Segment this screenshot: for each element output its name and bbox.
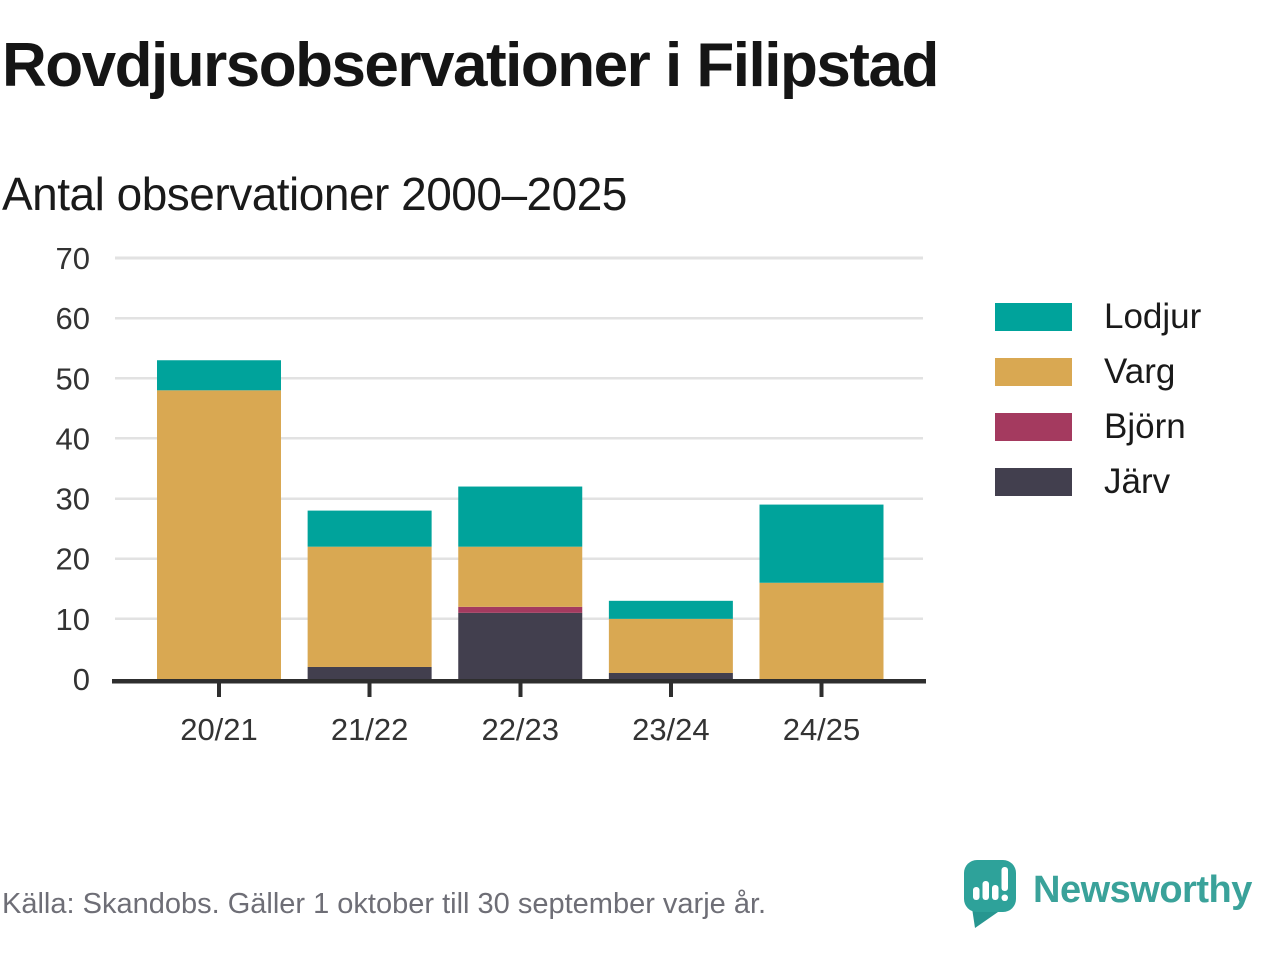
bar-segment-2122-varg xyxy=(307,546,432,667)
y-tick-label-0: 0 xyxy=(73,662,90,697)
bar-segment-2122-jarv xyxy=(307,666,432,679)
logo-bar-1 xyxy=(973,887,980,900)
y-tick-label-60: 60 xyxy=(56,301,90,336)
logo-bar-3 xyxy=(992,885,999,900)
legend-swatch-jarv xyxy=(995,468,1072,496)
legend-item-lodjur: Lodjur xyxy=(995,297,1202,336)
bar-segment-2324-lodjur xyxy=(608,600,733,619)
bar-segment-2122-lodjur xyxy=(307,510,432,547)
bar-segment-2021-lodjur xyxy=(157,360,281,391)
bar-segment-2223-lodjur xyxy=(458,486,583,547)
legend-label-jarv: Järv xyxy=(1104,462,1171,501)
legend-swatch-bjorn xyxy=(995,413,1072,441)
x-tick-label-2122: 21/22 xyxy=(331,712,409,747)
x-tick-label-2324: 23/24 xyxy=(632,712,710,747)
y-tick-label-40: 40 xyxy=(56,421,90,456)
logo-exclamation-stem xyxy=(1001,867,1008,891)
x-tick-label-2223: 22/23 xyxy=(481,712,559,747)
legend-item-varg: Varg xyxy=(995,352,1201,391)
y-tick-label-30: 30 xyxy=(56,482,90,517)
y-tick-label-10: 10 xyxy=(56,602,90,637)
legend-item-bjorn: Björn xyxy=(995,407,1201,446)
logo-bubble-tail xyxy=(972,908,998,928)
bar-segment-2223-bjorn xyxy=(458,606,583,613)
legend-swatch-lodjur xyxy=(995,303,1072,331)
legend-label-lodjur: Lodjur xyxy=(1104,297,1202,336)
bar-segment-2223-varg xyxy=(458,546,583,607)
chart-title: Rovdjursobservationer i Filipstad xyxy=(2,31,939,100)
y-tick-label-50: 50 xyxy=(56,361,90,396)
x-tick-label-2021: 20/21 xyxy=(180,712,258,747)
legend-label-varg: Varg xyxy=(1104,352,1176,391)
legend: Lodjur Varg Björn Järv xyxy=(995,297,1202,523)
legend-swatch-varg xyxy=(995,358,1072,386)
legend-item-jarv: Järv xyxy=(995,462,1201,501)
y-tick-label-70: 70 xyxy=(56,241,90,276)
source-note: Källa: Skandobs. Gäller 1 oktober till 3… xyxy=(2,888,767,920)
chart-subtitle: Antal observationer 2000–2025 xyxy=(2,168,627,220)
bar-segment-2425-varg xyxy=(759,582,884,679)
bar-segment-2324-varg xyxy=(608,618,733,673)
brand-name: Newsworthy xyxy=(1033,868,1252,911)
y-tick-label-20: 20 xyxy=(56,542,90,577)
x-tick-label-2425: 24/25 xyxy=(783,712,861,747)
bar-segment-2223-jarv xyxy=(458,612,583,679)
logo-bar-2 xyxy=(982,881,989,900)
legend-label-bjorn: Björn xyxy=(1104,407,1186,446)
logo-exclamation-dot xyxy=(1001,894,1008,901)
bar-segment-2425-lodjur xyxy=(759,504,884,583)
newsworthy-logo-icon xyxy=(964,860,1016,928)
stacked-bar-chart: 0 10 20 30 40 50 60 70 20/21 21/22 22/23 23/24 24/25 xyxy=(56,241,926,747)
bar-segment-2021-varg xyxy=(157,390,281,679)
logo-bubble xyxy=(964,860,1016,912)
bar-segment-2324-jarv xyxy=(608,672,733,679)
brand-footer: Newsworthy xyxy=(962,858,1252,930)
